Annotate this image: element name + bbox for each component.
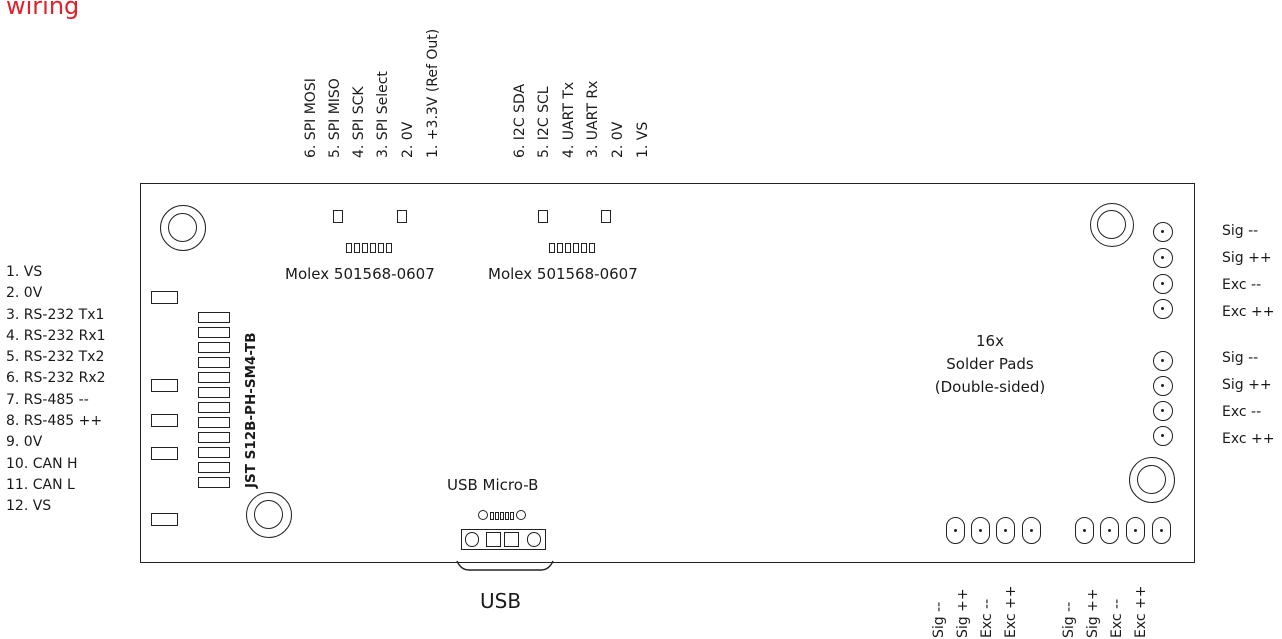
i2c-pin-label: 5. I2C SCL xyxy=(536,86,552,158)
pad-label: Exc ++ xyxy=(1222,431,1275,447)
solder-pad xyxy=(1153,248,1173,268)
solder-pads-count: 16x xyxy=(976,332,1004,350)
spi-pin-label: 5. SPI MISO xyxy=(327,78,343,158)
jst-pin-label: 2. 0V xyxy=(6,285,43,302)
solder-pad xyxy=(1153,401,1173,421)
solder-pad xyxy=(1153,376,1173,396)
spi-pin-label: 1. +3.3V (Ref Out) xyxy=(425,28,441,158)
solder-pad xyxy=(1153,274,1173,294)
pad-label: Exc -- xyxy=(1109,598,1125,638)
solder-pad xyxy=(1153,351,1173,371)
spi-connector-label: Molex 501568-0607 xyxy=(285,265,435,283)
solder-pads-note: (Double-sided) xyxy=(934,378,1046,396)
pad-label: Exc -- xyxy=(1222,277,1262,293)
diagram-title: wiring xyxy=(6,0,80,20)
usb-connector-label: USB Micro-B xyxy=(447,476,539,494)
pad-label: Exc -- xyxy=(979,598,995,638)
jst-pin-label: 1. VS xyxy=(6,264,43,280)
jst-pin-label: 4. RS-232 Rx1 xyxy=(6,327,106,344)
spi-pin-label: 3. SPI Select xyxy=(375,71,391,158)
i2c-pin-label: 4. UART Tx xyxy=(561,81,577,158)
jst-pin-label: 7. RS-485 -- xyxy=(6,391,89,408)
jst-pin-label: 6. RS-232 Rx2 xyxy=(6,370,106,387)
pad-label: Exc ++ xyxy=(1222,304,1275,320)
spi-pin-label: 2. 0V xyxy=(400,121,416,158)
spi-pin-label: 6. SPI MOSI xyxy=(303,78,319,158)
mounting-hole-bottom-left xyxy=(246,492,292,538)
solder-pad xyxy=(996,517,1015,544)
solder-pad xyxy=(1153,299,1173,319)
board-outline xyxy=(140,183,1195,563)
jst-connector-label: JST S12B-PH-SM4-TB xyxy=(243,332,259,488)
jst-pin-label: 3. RS-232 Tx1 xyxy=(6,306,105,323)
pad-label: Sig -- xyxy=(931,601,947,638)
solder-pad xyxy=(1153,222,1173,242)
usb-label: USB xyxy=(480,589,522,613)
i2c-pin-label: 6. I2C SDA xyxy=(512,83,528,158)
i2c-pin-label: 1. VS xyxy=(635,121,651,158)
right-pad-labels-2: Sig -- Sig ++ Exc -- Exc ++ xyxy=(1222,349,1275,457)
usb-cable-notch xyxy=(456,560,554,571)
pad-label: Sig ++ xyxy=(1222,377,1272,393)
pad-label: Exc ++ xyxy=(1003,585,1019,639)
mounting-hole-bottom-right xyxy=(1129,457,1175,503)
solder-pad xyxy=(1153,426,1173,446)
solder-pad xyxy=(971,517,990,544)
pad-label: Exc ++ xyxy=(1133,585,1149,639)
pad-label: Exc -- xyxy=(1222,404,1262,420)
i2c-pin-label: 3. UART Rx xyxy=(585,80,601,158)
solder-pad xyxy=(946,517,965,544)
jst-pin-label: 8. RS-485 ++ xyxy=(6,413,103,430)
pad-label: Sig ++ xyxy=(955,588,971,638)
solder-pad xyxy=(1075,517,1094,544)
jst-pin-label: 10. CAN H xyxy=(6,455,78,472)
solder-pad xyxy=(1100,517,1119,544)
right-pad-labels-1: Sig -- Sig ++ Exc -- Exc ++ xyxy=(1222,222,1275,330)
solder-pad xyxy=(1126,517,1145,544)
jst-pin-label: 9. 0V xyxy=(6,434,43,451)
spi-pin-label: 4. SPI SCK xyxy=(351,86,367,158)
mounting-hole-top-right xyxy=(1090,203,1134,247)
jst-pin-list: 1. VS 2. 0V 3. RS-232 Tx1 4. RS-232 Rx1 … xyxy=(6,263,106,519)
solder-pad xyxy=(1152,517,1171,544)
pad-label: Sig ++ xyxy=(1222,250,1272,266)
pad-label: Sig -- xyxy=(1222,223,1259,239)
pad-label: Sig ++ xyxy=(1085,588,1101,638)
pad-label: Sig -- xyxy=(1222,350,1259,366)
mounting-hole-top-left xyxy=(160,205,206,251)
jst-pin-label: 12. VS xyxy=(6,498,52,515)
jst-pin-label: 5. RS-232 Tx2 xyxy=(6,349,105,366)
pad-label: Sig -- xyxy=(1061,601,1077,638)
i2c-pin-label: 2. 0V xyxy=(610,121,626,158)
i2c-connector-label: Molex 501568-0607 xyxy=(488,265,638,283)
solder-pad xyxy=(1022,517,1041,544)
jst-pin-label: 11. CAN L xyxy=(6,476,75,493)
solder-pads-title: Solder Pads xyxy=(946,355,1034,373)
solder-pads-label: 16x Solder Pads (Double-sided) xyxy=(910,330,1070,399)
